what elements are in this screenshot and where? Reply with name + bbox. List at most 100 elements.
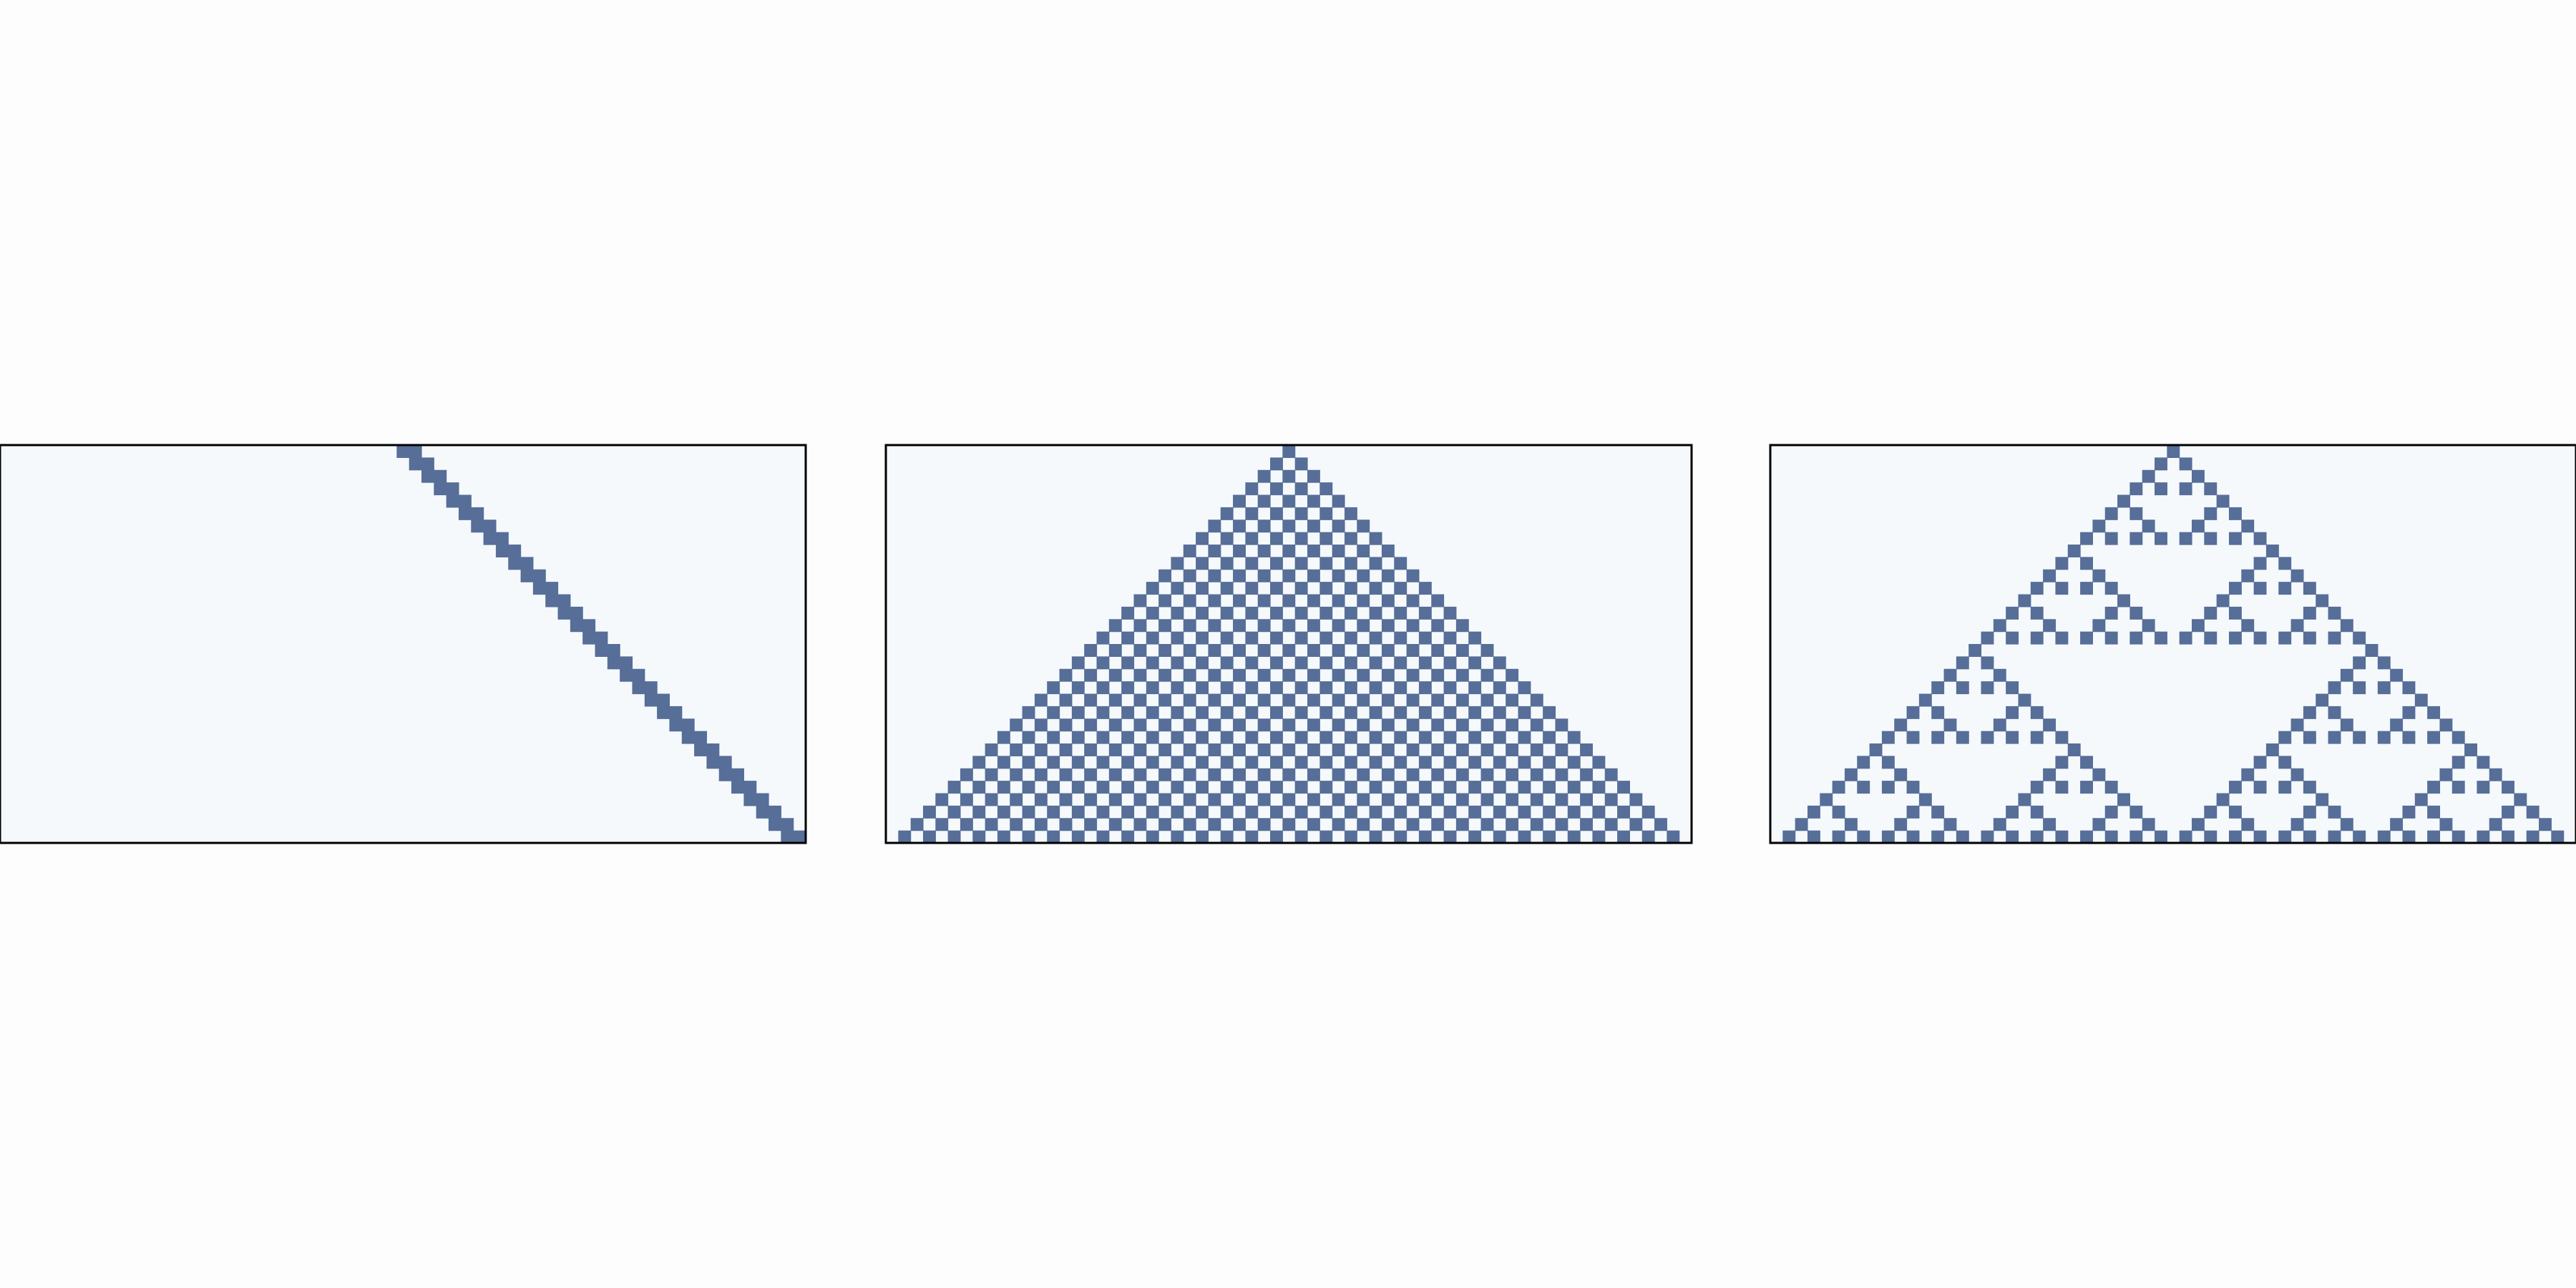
cell (1282, 718, 1296, 732)
cell (1084, 668, 1098, 682)
cell (1344, 656, 1357, 670)
cell (1233, 768, 1246, 781)
cell (2030, 731, 2044, 744)
cell (2030, 706, 2044, 719)
cell (1894, 818, 1908, 831)
cell (1918, 693, 1932, 707)
cell (1233, 519, 1246, 533)
cell (1022, 731, 1035, 744)
cell (1332, 718, 1345, 732)
cell (1171, 706, 1184, 719)
cell (1257, 494, 1271, 508)
cell (2439, 718, 2453, 732)
cell (1196, 756, 1209, 769)
cell (1654, 818, 1667, 831)
cell (1270, 532, 1283, 545)
cell (2253, 631, 2267, 645)
cell (2117, 793, 2130, 806)
cell (1394, 606, 1407, 620)
cell (2340, 668, 2353, 682)
cell (1406, 569, 1420, 582)
cell (1307, 545, 1320, 557)
cell (1270, 756, 1283, 769)
cell (985, 793, 998, 806)
cell (1530, 768, 1543, 781)
cell (1171, 656, 1184, 670)
cell (1146, 606, 1159, 620)
cell (1233, 569, 1246, 582)
cell (1381, 743, 1395, 756)
cell (1146, 756, 1159, 769)
cell (471, 507, 484, 520)
cell (2253, 756, 2267, 769)
cell (1294, 482, 1308, 496)
cell (1233, 644, 1246, 657)
cell (1332, 519, 1345, 533)
cell (1344, 781, 1357, 794)
cell (2080, 756, 2093, 769)
cell (1332, 545, 1345, 557)
cell (1555, 768, 1568, 781)
cell (1319, 731, 1333, 744)
cell (1282, 494, 1296, 508)
cell (2328, 830, 2341, 844)
cell (1480, 644, 1494, 657)
cell (1555, 818, 1568, 831)
cell (1245, 582, 1259, 595)
cell (756, 793, 769, 806)
cell (1381, 818, 1395, 831)
cell (2129, 507, 2143, 520)
cell (2055, 557, 2069, 570)
cell (1906, 830, 1920, 844)
cell (1146, 731, 1159, 744)
cell (1071, 756, 1085, 769)
cell (2006, 830, 2019, 844)
cell (1319, 631, 1333, 645)
cell (1394, 681, 1407, 695)
cell (1084, 768, 1098, 781)
cell (1084, 793, 1098, 806)
cell (1406, 594, 1420, 608)
cell (2328, 805, 2341, 819)
cell (2228, 606, 2242, 620)
cell (2043, 768, 2057, 781)
cell (1208, 818, 1221, 831)
cell (2155, 482, 2167, 496)
cell (1257, 619, 1271, 633)
cell (1096, 631, 1110, 645)
cell (1381, 545, 1395, 557)
cell (1059, 693, 1073, 707)
cell (1183, 619, 1196, 633)
cell (1096, 681, 1110, 695)
cell (2427, 731, 2441, 744)
cell (1443, 805, 1457, 819)
cell (1270, 681, 1283, 695)
cell (1282, 619, 1296, 633)
cell (997, 731, 1010, 744)
cell (2402, 706, 2416, 719)
cell (1121, 656, 1135, 670)
cell (1369, 606, 1382, 620)
cell (1183, 793, 1196, 806)
cell (2104, 805, 2118, 819)
cell (1294, 805, 1308, 819)
cell (997, 756, 1010, 769)
cell (2477, 781, 2490, 794)
cell (2092, 768, 2106, 781)
cell (1257, 469, 1271, 483)
cell (1480, 793, 1494, 806)
cell (743, 781, 757, 794)
cell (2043, 619, 2057, 633)
cell (1319, 606, 1333, 620)
cell (2129, 606, 2143, 620)
cell (2006, 606, 2019, 620)
cell (1183, 569, 1196, 582)
cell (1406, 743, 1420, 756)
cell (1580, 743, 1594, 756)
cell (1307, 768, 1320, 781)
cell (1096, 781, 1110, 794)
cell (1158, 693, 1172, 707)
cell (1629, 818, 1643, 831)
cell (2390, 818, 2404, 831)
cell (1133, 818, 1147, 831)
